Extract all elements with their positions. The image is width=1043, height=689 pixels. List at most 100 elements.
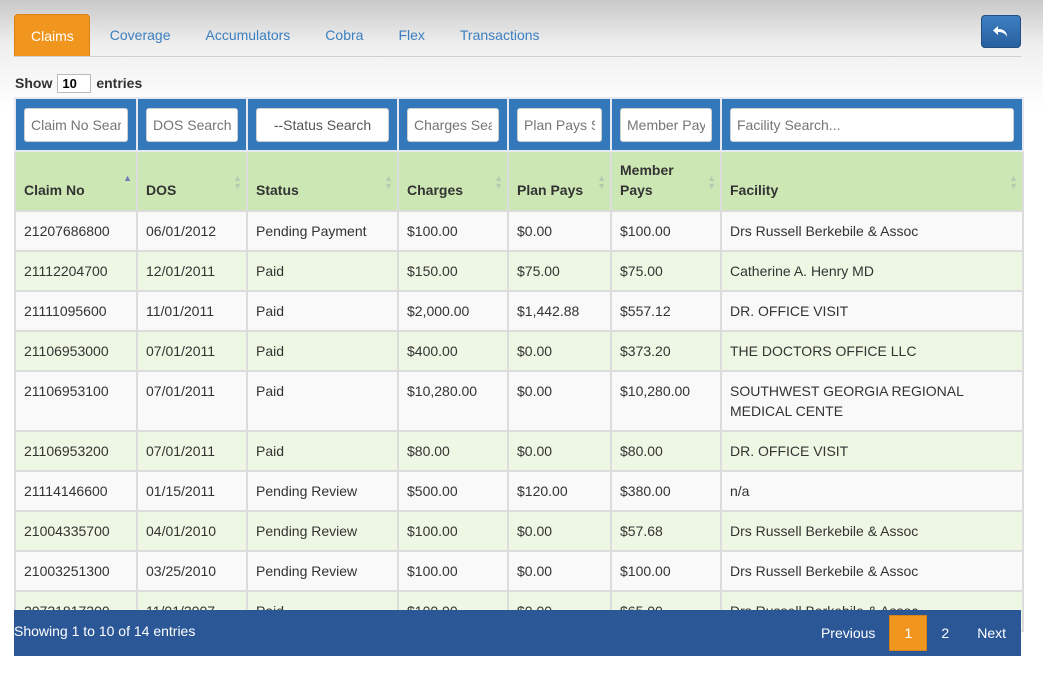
- cell-facility: Catherine A. Henry MD: [720, 250, 1024, 292]
- cell-charges: $500.00: [397, 470, 509, 512]
- plan-pays-search-input[interactable]: [517, 107, 602, 142]
- table-info: Showing 1 to 10 of 14 entries: [14, 623, 196, 639]
- cell-plan-pays: $0.00: [507, 550, 612, 592]
- sort-icon: ▲ ▼: [1009, 173, 1018, 191]
- tab-coverage[interactable]: Coverage: [109, 27, 171, 43]
- table-row[interactable]: 21003251300 03/25/2010 Pending Review $100.…: [14, 550, 1024, 592]
- cell-plan-pays: $120.00: [507, 470, 612, 512]
- column-header-status[interactable]: Status ▲ ▼: [246, 150, 399, 212]
- cell-plan-pays: $0.00: [507, 430, 612, 472]
- table-row[interactable]: 21111095600 11/01/2011 Paid $2,000.00 $1,442…: [14, 290, 1024, 332]
- tab-transactions[interactable]: Transactions: [459, 27, 540, 43]
- cell-member-pays: $100.00: [610, 550, 722, 592]
- cell-charges: $150.00: [397, 250, 509, 292]
- cell-member-pays: $380.00: [610, 470, 722, 512]
- column-header-claim-no[interactable]: Claim No ▲: [14, 150, 138, 212]
- cell-member-pays: $373.20: [610, 330, 722, 372]
- cell-charges: $2,000.00: [397, 290, 509, 332]
- cell-charges: $80.00: [397, 430, 509, 472]
- cell-claim-no: 21004335700: [14, 510, 138, 552]
- cell-dos: 11/01/2011: [136, 290, 248, 332]
- cell-claim-no: 21111095600: [14, 290, 138, 332]
- cell-claim-no: 21112204700: [14, 250, 138, 292]
- cell-plan-pays: $0.00: [507, 330, 612, 372]
- next-button[interactable]: Next: [977, 625, 1006, 641]
- claim-no-search-input[interactable]: [24, 107, 128, 142]
- cell-claim-no: 21106953000: [14, 330, 138, 372]
- sort-icon: ▲ ▼: [707, 173, 716, 191]
- tab-flex[interactable]: Flex: [398, 27, 425, 43]
- header-row: Claim No ▲ DOS ▲ ▼ Status ▲ ▼ Charges ▲ ▼ Plan …: [14, 150, 1024, 212]
- tab-claims[interactable]: Claims: [14, 14, 90, 56]
- cell-facility: n/a: [720, 470, 1024, 512]
- cell-dos: 03/25/2010: [136, 550, 248, 592]
- table-row[interactable]: 21106953100 07/01/2011 Paid $10,280.00 $0.00…: [14, 370, 1024, 432]
- cell-dos: 07/01/2011: [136, 330, 248, 372]
- cell-dos: 06/01/2012: [136, 210, 248, 252]
- cell-status: Paid: [246, 430, 399, 472]
- cell-facility: SOUTHWEST GEORGIA REGIONAL MEDICAL CENTE: [720, 370, 1024, 432]
- column-header-facility[interactable]: Facility ▲ ▼: [720, 150, 1024, 212]
- table-row[interactable]: 21114146600 01/15/2011 Pending Review $500.…: [14, 470, 1024, 512]
- table-row[interactable]: 21112204700 12/01/2011 Paid $150.00 $75.00 $7…: [14, 250, 1024, 292]
- column-header-member-pays[interactable]: Member Pays ▲ ▼: [610, 150, 722, 212]
- sort-icon: ▲ ▼: [384, 173, 393, 191]
- back-arrow-icon: [993, 25, 1007, 37]
- cell-charges: $100.00: [397, 510, 509, 552]
- column-header-dos[interactable]: DOS ▲ ▼: [136, 150, 248, 212]
- tab-bar: Claims Coverage Accumulators Cobra Flex …: [14, 14, 1021, 57]
- cell-facility: THE DOCTORS OFFICE LLC: [720, 330, 1024, 372]
- cell-member-pays: $75.00: [610, 250, 722, 292]
- cell-member-pays: $100.00: [610, 210, 722, 252]
- cell-plan-pays: $1,442.88: [507, 290, 612, 332]
- search-row: --Status Search: [14, 97, 1024, 152]
- cell-facility: DR. OFFICE VISIT: [720, 290, 1024, 332]
- cell-charges: $400.00: [397, 330, 509, 372]
- cell-plan-pays: $0.00: [507, 510, 612, 552]
- previous-button[interactable]: Previous: [820, 625, 876, 641]
- cell-claim-no: 21106953200: [14, 430, 138, 472]
- cell-facility: Drs Russell Berkebile & Assoc: [720, 210, 1024, 252]
- sort-icon: ▲ ▼: [597, 173, 606, 191]
- cell-status: Paid: [246, 290, 399, 332]
- cell-plan-pays: $0.00: [507, 370, 612, 432]
- table-row[interactable]: 21004335700 04/01/2010 Pending Review $100.…: [14, 510, 1024, 552]
- show-label: Show: [15, 75, 53, 91]
- sort-icon: ▲ ▼: [494, 173, 503, 191]
- cell-facility: DR. OFFICE VISIT: [720, 430, 1024, 472]
- table-row[interactable]: 21106953200 07/01/2011 Paid $80.00 $0.00 $80.…: [14, 430, 1024, 472]
- cell-facility: Drs Russell Berkebile & Assoc: [720, 510, 1024, 552]
- pagination: Previous 1 2 Next: [807, 610, 1020, 656]
- entries-label: entries: [96, 75, 143, 91]
- member-pays-search-input[interactable]: [620, 107, 712, 142]
- tab-accumulators[interactable]: Accumulators: [205, 27, 291, 43]
- cell-claim-no: 21207686800: [14, 210, 138, 252]
- page-button-1[interactable]: 1: [889, 615, 928, 651]
- cell-status: Pending Review: [246, 470, 399, 512]
- table-footer: Showing 1 to 10 of 14 entries Previous 1…: [14, 610, 1021, 656]
- back-button[interactable]: [981, 15, 1021, 48]
- cell-status: Paid: [246, 370, 399, 432]
- column-header-plan-pays[interactable]: Plan Pays ▲ ▼: [507, 150, 612, 212]
- page-button-2[interactable]: 2: [941, 625, 950, 641]
- dos-search-input[interactable]: [146, 107, 238, 142]
- column-header-charges[interactable]: Charges ▲ ▼: [397, 150, 509, 212]
- sort-asc-icon: ▲: [123, 173, 132, 183]
- status-search-select[interactable]: --Status Search: [256, 107, 389, 142]
- cell-dos: 01/15/2011: [136, 470, 248, 512]
- table-row[interactable]: 21207686800 06/01/2012 Pending Payment $100…: [14, 210, 1024, 252]
- claims-table: --Status Search Claim No▲ DOS▲▼ Status▲▼…: [14, 97, 1024, 632]
- cell-status: Paid: [246, 250, 399, 292]
- tab-cobra[interactable]: Cobra: [325, 27, 364, 43]
- cell-dos: 12/01/2011: [136, 250, 248, 292]
- facility-search-input[interactable]: [730, 107, 1014, 142]
- charges-search-input[interactable]: [407, 107, 499, 142]
- cell-claim-no: 21114146600: [14, 470, 138, 512]
- page-length-input[interactable]: [57, 73, 92, 93]
- cell-member-pays: $57.68: [610, 510, 722, 552]
- cell-status: Pending Review: [246, 550, 399, 592]
- cell-status: Pending Review: [246, 510, 399, 552]
- table-row[interactable]: 21106953000 07/01/2011 Paid $400.00 $0.00 $37…: [14, 330, 1024, 372]
- cell-member-pays: $557.12: [610, 290, 722, 332]
- sort-icon: ▲ ▼: [233, 173, 242, 191]
